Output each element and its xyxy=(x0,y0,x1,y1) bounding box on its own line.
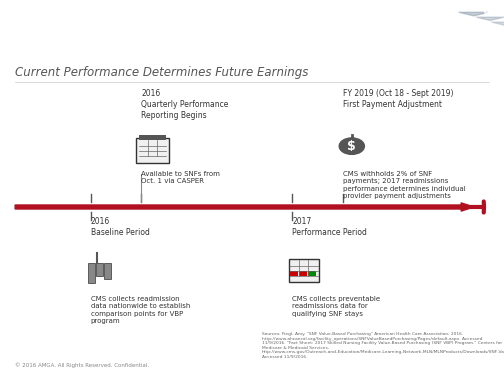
Text: CMS withholds 2% of SNF
payments; 2017 readmissions
performance determines indiv: CMS withholds 2% of SNF payments; 2017 r… xyxy=(343,171,466,199)
FancyArrow shape xyxy=(15,203,474,211)
Polygon shape xyxy=(476,17,504,20)
FancyBboxPatch shape xyxy=(139,135,166,139)
Text: 2017
Performance Period: 2017 Performance Period xyxy=(292,217,367,237)
Bar xyxy=(96,263,103,276)
FancyBboxPatch shape xyxy=(289,259,319,282)
Circle shape xyxy=(339,138,364,154)
Bar xyxy=(104,263,111,279)
Bar xyxy=(299,271,307,276)
Text: Available to SNFs from
Oct. 1 via CASPER: Available to SNFs from Oct. 1 via CASPER xyxy=(141,171,220,184)
Text: © 2016 AMGA. All Rights Reserved. Confidential.: © 2016 AMGA. All Rights Reserved. Confid… xyxy=(15,363,149,368)
Text: CMS collects preventable
readmissions data for
qualifying SNF stays: CMS collects preventable readmissions da… xyxy=(292,296,381,317)
Text: Current Performance Determines Future Earnings: Current Performance Determines Future Ea… xyxy=(15,66,308,79)
Text: Timeline for SNF VBP: Timeline for SNF VBP xyxy=(10,20,193,34)
Bar xyxy=(290,271,298,276)
Polygon shape xyxy=(459,12,489,16)
Text: 2016
Quarterly Performance
Reporting Begins: 2016 Quarterly Performance Reporting Beg… xyxy=(141,88,228,120)
Text: 6: 6 xyxy=(482,6,489,16)
Text: $: $ xyxy=(347,139,356,153)
Bar xyxy=(308,271,316,276)
Text: CMS collects readmission
data nationwide to establish
comparison points for VBP
: CMS collects readmission data nationwide… xyxy=(91,296,190,324)
Text: FY 2019 (Oct 18 - Sept 2019)
First Payment Adjustment: FY 2019 (Oct 18 - Sept 2019) First Payme… xyxy=(343,88,453,109)
Text: Sources: Fiegl, Amy. "SNF Value-Based Purchasing" American Health Care Associati: Sources: Fiegl, Amy. "SNF Value-Based Pu… xyxy=(262,332,504,359)
Bar xyxy=(88,263,95,283)
FancyBboxPatch shape xyxy=(136,138,169,163)
Text: 2016
Baseline Period: 2016 Baseline Period xyxy=(91,217,150,237)
Polygon shape xyxy=(491,22,504,25)
